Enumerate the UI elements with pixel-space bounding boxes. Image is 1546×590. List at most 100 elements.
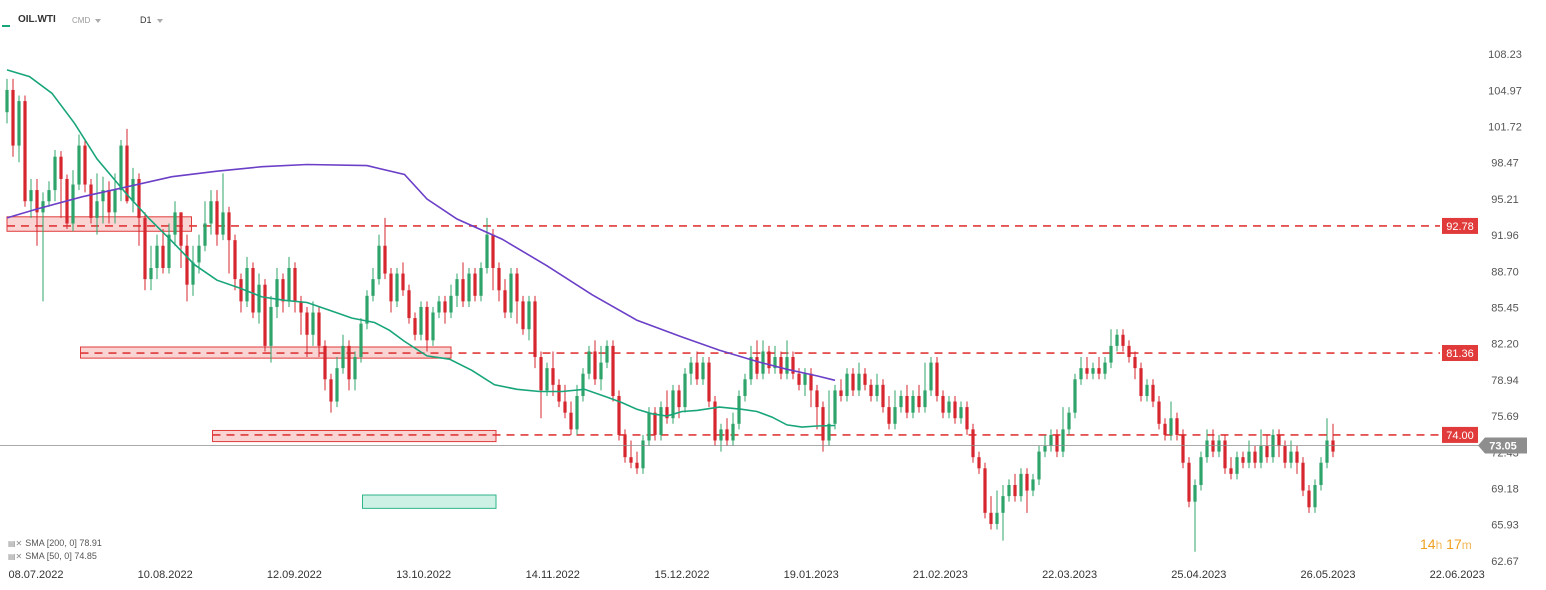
candle-body: [671, 390, 675, 419]
candle-body: [275, 279, 279, 307]
candle-body: [587, 351, 591, 374]
candle-body: [869, 384, 873, 396]
y-tick-label: 62.67: [1491, 556, 1519, 568]
candle-body: [977, 457, 981, 469]
candle-body: [77, 145, 81, 185]
y-tick-label: 85.45: [1491, 303, 1519, 315]
y-tick-label: 69.18: [1491, 484, 1519, 496]
candle-body: [1277, 434, 1281, 447]
candle-body: [509, 273, 513, 313]
candle-body: [791, 357, 795, 374]
instrument-type-label: CMD: [72, 16, 91, 25]
candle-body: [1121, 334, 1125, 346]
candle-body: [1175, 418, 1179, 435]
candle-body: [1181, 434, 1185, 463]
candle-body: [617, 395, 621, 435]
candle-body: [467, 273, 471, 302]
candle-body: [1079, 368, 1083, 380]
candle-body: [545, 368, 549, 391]
candle-body: [185, 245, 189, 285]
level-tag: [1442, 217, 1478, 234]
candle-body: [1247, 451, 1251, 463]
candle-body: [1163, 423, 1167, 435]
candle-body: [1211, 440, 1215, 452]
candle-body: [473, 273, 477, 296]
candle-body: [1091, 368, 1095, 374]
candle-body: [179, 212, 183, 246]
candle-body: [881, 384, 885, 408]
candle-body: [23, 101, 27, 202]
candle-body: [611, 345, 615, 396]
candle-body: [593, 351, 597, 380]
candle-body: [227, 212, 231, 241]
timeframe-dropdown[interactable]: D1: [140, 15, 163, 25]
candle-body: [437, 301, 441, 313]
candle-body: [689, 362, 693, 374]
last-price-tag: [1478, 437, 1527, 454]
candle-body: [479, 267, 483, 296]
candle-body: [131, 178, 135, 202]
candle-body: [521, 301, 525, 330]
candle-body: [905, 395, 909, 413]
time-axis[interactable]: 08.07.2022 10.08.2022 12.09.2022 13.10.2022…: [8, 569, 1484, 581]
candle-body: [1289, 451, 1293, 463]
candle-body: [29, 190, 33, 202]
price-axis[interactable]: 108.23 104.97 101.72 98.47 95.21 91.96 88.70 85…: [1488, 49, 1522, 568]
candle-body: [329, 379, 333, 402]
candle-body: [287, 267, 291, 302]
candle-body: [701, 362, 705, 380]
candle-body: [35, 190, 39, 213]
y-tick-label: 101.72: [1488, 121, 1522, 133]
sma200-line: [6, 163, 836, 382]
candle-body: [503, 290, 507, 313]
candle-body: [527, 301, 531, 330]
x-tick-label: 14.11.2022: [526, 569, 580, 581]
resistance-zone[interactable]: [6, 216, 192, 232]
candle-body: [1259, 446, 1263, 463]
candle-body: [1085, 368, 1089, 374]
candle-body: [365, 295, 369, 324]
instrument-type-dropdown[interactable]: CMD: [72, 16, 102, 25]
candle-body: [449, 295, 453, 313]
x-tick-label: 08.07.2022: [8, 569, 63, 581]
candle-body: [305, 312, 309, 335]
timeframe-label: D1: [140, 15, 152, 25]
candle-body: [1253, 451, 1257, 463]
candle-body: [725, 429, 729, 441]
legend-sma200[interactable]: ▤✕ SMA [200, 0] 78.91: [8, 538, 102, 548]
candle-body: [173, 212, 177, 235]
y-tick-label: 82.20: [1491, 339, 1519, 351]
legend-params: [200, 0]: [46, 538, 77, 548]
candle-body: [167, 234, 171, 268]
candle-body: [1223, 440, 1227, 469]
candle-body: [95, 201, 99, 218]
candle-body: [17, 101, 21, 146]
candle-body: [1133, 357, 1137, 369]
candle-body: [101, 190, 105, 202]
candle-body: [281, 279, 285, 302]
menu-icon[interactable]: ▤✕: [8, 552, 23, 561]
menu-icon[interactable]: ▤✕: [8, 539, 23, 548]
support-zone[interactable]: [362, 494, 497, 509]
candle-body: [335, 368, 339, 402]
x-tick-label: 25.04.2023: [1171, 569, 1226, 581]
candle-body: [713, 401, 717, 441]
candle-body: [665, 407, 669, 419]
candle-body: [683, 373, 687, 408]
candle-body: [347, 345, 351, 380]
y-tick-label: 75.69: [1491, 411, 1519, 423]
legend-sma50[interactable]: ▤✕ SMA [50, 0] 74.85: [8, 551, 97, 561]
resistance-zone[interactable]: [212, 429, 497, 443]
candle-body: [653, 412, 657, 435]
candle-body: [833, 390, 837, 424]
candle-body: [1019, 473, 1023, 497]
candle-body: [1031, 479, 1035, 491]
candle-body: [341, 345, 345, 369]
symbol-label[interactable]: OIL.WTI: [18, 14, 56, 25]
candle-body: [149, 267, 153, 280]
series-marker: [2, 25, 10, 27]
candle-body: [557, 384, 561, 402]
candle-body: [239, 279, 243, 302]
candle-body: [575, 395, 579, 430]
